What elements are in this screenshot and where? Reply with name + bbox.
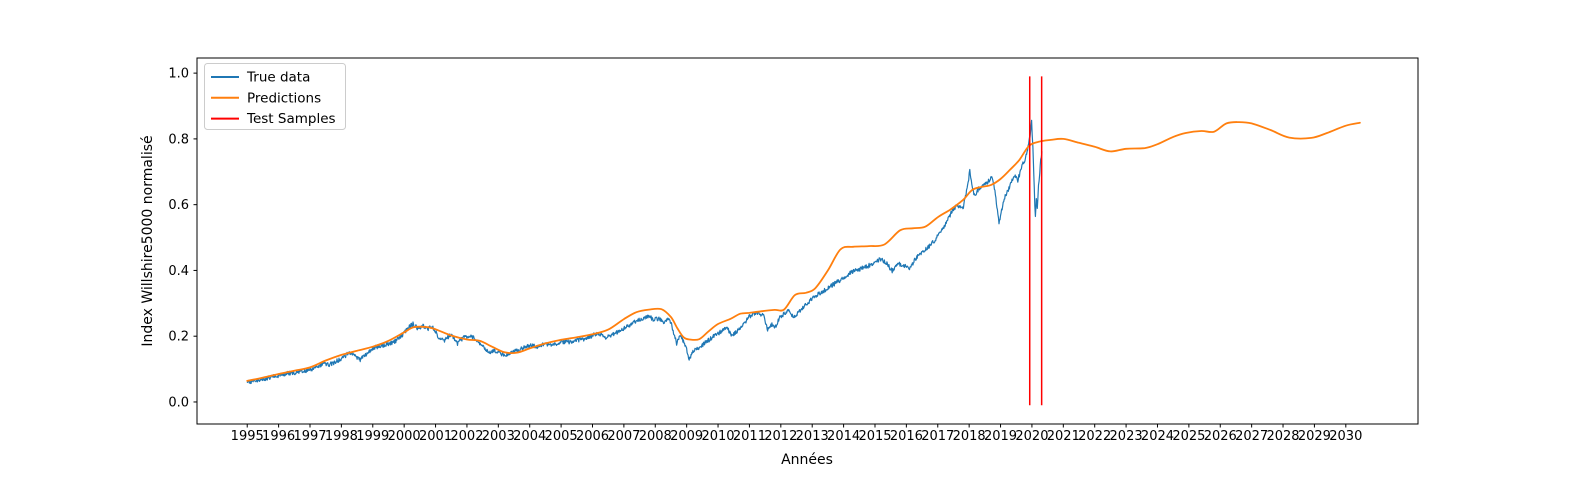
x-tick-label: 2022 — [1078, 429, 1111, 444]
y-tick-label: 1.0 — [168, 67, 189, 82]
x-tick-label: 1999 — [356, 429, 389, 444]
predictions-line — [246, 121, 1361, 382]
x-tick-label: 2019 — [984, 429, 1017, 444]
y-tick-label: 0.8 — [168, 132, 189, 147]
x-tick-label: 2018 — [953, 429, 986, 444]
x-tick-label: 2010 — [701, 429, 734, 444]
x-tick-label: 1997 — [293, 429, 326, 444]
x-tick-label: 2001 — [419, 429, 452, 444]
x-axis-label: Années — [781, 452, 833, 468]
true-data-line — [246, 119, 1043, 385]
x-tick-label: 2029 — [1298, 429, 1331, 444]
y-tick-label: 0.4 — [168, 264, 189, 279]
y-tick-label: 0.2 — [168, 330, 189, 345]
x-tick-label: 2015 — [858, 429, 891, 444]
x-tick-label: 2014 — [827, 429, 860, 444]
x-tick-label: 2004 — [513, 429, 546, 444]
legend: True data Predictions Test Samples — [204, 63, 346, 130]
x-tick-label: 1996 — [262, 429, 295, 444]
y-axis-ticks: 0.0 0.2 0.4 0.6 0.8 1.0 — [168, 67, 197, 410]
x-tick-label: 2006 — [576, 429, 609, 444]
x-tick-label: 2011 — [733, 429, 766, 444]
x-tick-label: 2016 — [890, 429, 923, 444]
x-tick-label: 2008 — [639, 429, 672, 444]
x-tick-label: 2009 — [670, 429, 703, 444]
x-tick-label: 2003 — [482, 429, 515, 444]
x-tick-label: 2028 — [1266, 429, 1299, 444]
plot-background — [197, 58, 1418, 424]
y-tick-label: 0.6 — [168, 198, 189, 213]
legend-label-predictions: Predictions — [247, 90, 321, 106]
x-tick-label: 2023 — [1110, 429, 1143, 444]
y-axis-label: Index Willshire5000 normalisé — [140, 135, 156, 346]
legend-label-true-data: True data — [246, 70, 310, 86]
x-tick-label: 2026 — [1204, 429, 1237, 444]
x-tick-label: 2020 — [1015, 429, 1048, 444]
x-tick-label: 2007 — [607, 429, 640, 444]
x-tick-label: 2027 — [1235, 429, 1268, 444]
x-tick-label: 2021 — [1047, 429, 1080, 444]
x-tick-label: 2013 — [796, 429, 829, 444]
x-tick-label: 2017 — [921, 429, 954, 444]
legend-box — [204, 63, 346, 130]
y-tick-label: 0.0 — [168, 395, 189, 410]
x-tick-label: 2012 — [764, 429, 797, 444]
x-tick-label: 2030 — [1329, 429, 1362, 444]
x-tick-label: 2024 — [1141, 429, 1174, 444]
x-tick-label: 1995 — [231, 429, 264, 444]
x-axis-ticks: 1995199619971998199920002001200220032004… — [231, 424, 1362, 444]
legend-label-test-samples: Test Samples — [246, 111, 336, 127]
x-tick-label: 2002 — [450, 429, 483, 444]
series-group — [246, 76, 1361, 406]
plot-border — [196, 57, 1419, 425]
x-tick-label: 2025 — [1172, 429, 1205, 444]
x-tick-label: 1998 — [325, 429, 358, 444]
x-tick-label: 2000 — [388, 429, 421, 444]
x-tick-label: 2005 — [545, 429, 578, 444]
